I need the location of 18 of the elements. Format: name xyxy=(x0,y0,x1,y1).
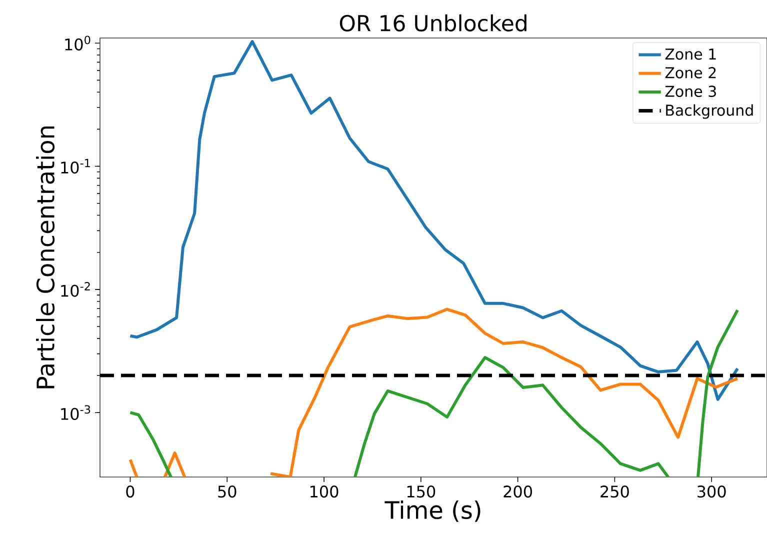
legend-label: Zone 3 xyxy=(665,86,716,98)
x-tick-label: 200 xyxy=(504,486,532,498)
x-tick-label: 100 xyxy=(310,486,338,498)
x-tick-label: 250 xyxy=(600,486,629,498)
y-tick-label: 10$^{-1}$ xyxy=(61,158,90,174)
y-tick-label: 10$^{-3}$ xyxy=(61,405,90,420)
x-tick-label: 300 xyxy=(698,486,726,498)
legend-label: Zone 1 xyxy=(665,48,716,60)
y-tick-label: 10$^{-2}$ xyxy=(61,282,90,297)
chart-title: OR 16 Unblocked xyxy=(340,14,526,32)
x-tick-label: 0 xyxy=(126,486,134,498)
x-tick-label: 50 xyxy=(218,486,236,498)
legend-label: Zone 2 xyxy=(665,67,716,78)
x-axis-title: Time (s) xyxy=(384,500,480,522)
y-axis-title: Particle Concentration xyxy=(36,126,55,388)
x-tick-label: 150 xyxy=(407,486,436,498)
legend-label: Background xyxy=(666,104,753,119)
y-tick-label: 10$^{0}$ xyxy=(65,36,90,50)
